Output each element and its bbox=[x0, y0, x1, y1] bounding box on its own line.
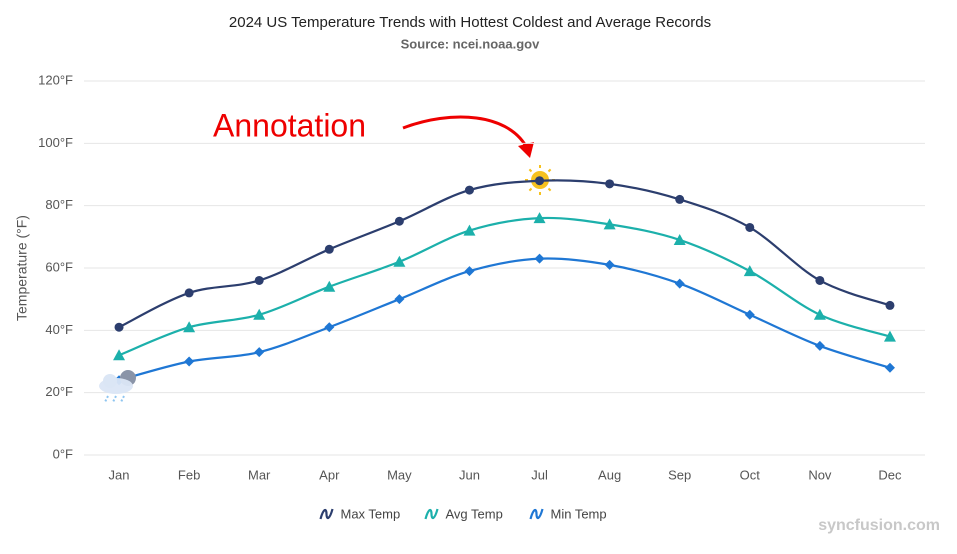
sun-icon bbox=[525, 165, 555, 195]
rain-drop bbox=[120, 395, 125, 403]
marker bbox=[254, 275, 264, 285]
marker bbox=[113, 349, 126, 361]
y-tick-label: 0°F bbox=[53, 446, 73, 461]
marker bbox=[464, 185, 474, 195]
marker bbox=[813, 308, 826, 320]
marker bbox=[464, 266, 475, 277]
marker bbox=[534, 253, 545, 264]
marker bbox=[604, 259, 615, 270]
y-tick-label: 60°F bbox=[45, 259, 73, 274]
legend-icon bbox=[319, 508, 334, 520]
marker bbox=[394, 216, 404, 226]
marker bbox=[815, 275, 825, 285]
marker bbox=[884, 362, 895, 373]
legend-item[interactable]: Avg Temp bbox=[424, 506, 503, 521]
marker bbox=[605, 179, 615, 189]
marker bbox=[253, 308, 266, 320]
chart-subtitle: Source: ncei.noaa.gov bbox=[401, 36, 540, 51]
annotation-arrow bbox=[402, 115, 530, 151]
marker bbox=[745, 222, 755, 232]
annotation-arrowhead bbox=[518, 142, 534, 158]
marker bbox=[184, 356, 195, 367]
marker bbox=[183, 321, 196, 333]
legend-item[interactable]: Max Temp bbox=[319, 506, 401, 521]
sun-ray bbox=[547, 187, 552, 192]
legend-icon bbox=[529, 508, 544, 520]
legend-item[interactable]: Min Temp bbox=[529, 506, 607, 521]
line bbox=[118, 216, 891, 357]
annotation-text: Annotation bbox=[213, 107, 366, 143]
y-tick-label: 120°F bbox=[38, 72, 73, 87]
marker bbox=[323, 280, 336, 292]
line bbox=[118, 179, 891, 329]
rain-drop bbox=[112, 395, 117, 403]
x-tick-label: Jan bbox=[109, 467, 130, 482]
legend-label: Min Temp bbox=[551, 506, 607, 521]
marker bbox=[114, 322, 124, 332]
marker bbox=[393, 255, 406, 267]
x-tick-label: May bbox=[387, 467, 412, 482]
x-tick-label: Oct bbox=[740, 467, 761, 482]
sun-ray bbox=[528, 187, 533, 192]
sun-ray bbox=[547, 168, 552, 173]
y-tick-label: 100°F bbox=[38, 135, 73, 150]
marker bbox=[675, 194, 685, 204]
y-axis-title: Temperature (°F) bbox=[14, 215, 30, 321]
x-tick-label: Feb bbox=[178, 467, 200, 482]
marker bbox=[324, 244, 334, 254]
cloud-icon bbox=[99, 370, 136, 403]
legend-label: Avg Temp bbox=[446, 506, 503, 521]
watermark: syncfusion.com bbox=[818, 517, 940, 534]
legend-icon bbox=[424, 508, 439, 520]
marker bbox=[324, 322, 335, 333]
x-tick-label: Mar bbox=[248, 467, 271, 482]
marker bbox=[885, 300, 895, 310]
x-tick-label: Aug bbox=[598, 467, 621, 482]
marker bbox=[535, 176, 545, 186]
x-tick-label: Dec bbox=[878, 467, 902, 482]
y-tick-label: 20°F bbox=[45, 384, 73, 399]
x-tick-label: Apr bbox=[319, 467, 340, 482]
marker bbox=[743, 265, 756, 277]
marker bbox=[533, 212, 546, 224]
marker bbox=[673, 233, 686, 245]
marker bbox=[744, 309, 755, 320]
marker bbox=[674, 278, 685, 289]
legend-label: Max Temp bbox=[341, 506, 401, 521]
x-tick-label: Nov bbox=[808, 467, 832, 482]
sun-ray bbox=[528, 168, 533, 173]
marker bbox=[184, 288, 194, 298]
x-tick-label: Jun bbox=[459, 467, 480, 482]
chart-title: 2024 US Temperature Trends with Hottest … bbox=[229, 14, 711, 31]
marker bbox=[603, 218, 616, 230]
marker bbox=[394, 294, 405, 305]
marker bbox=[463, 224, 476, 236]
rain-drop bbox=[104, 395, 109, 403]
x-tick-label: Jul bbox=[531, 467, 548, 482]
marker bbox=[254, 347, 265, 358]
y-tick-label: 80°F bbox=[45, 197, 73, 212]
marker bbox=[883, 330, 896, 342]
line bbox=[118, 257, 891, 382]
y-tick-label: 40°F bbox=[45, 322, 73, 337]
cloud-part bbox=[103, 374, 117, 388]
x-tick-label: Sep bbox=[668, 467, 691, 482]
marker bbox=[814, 340, 825, 351]
